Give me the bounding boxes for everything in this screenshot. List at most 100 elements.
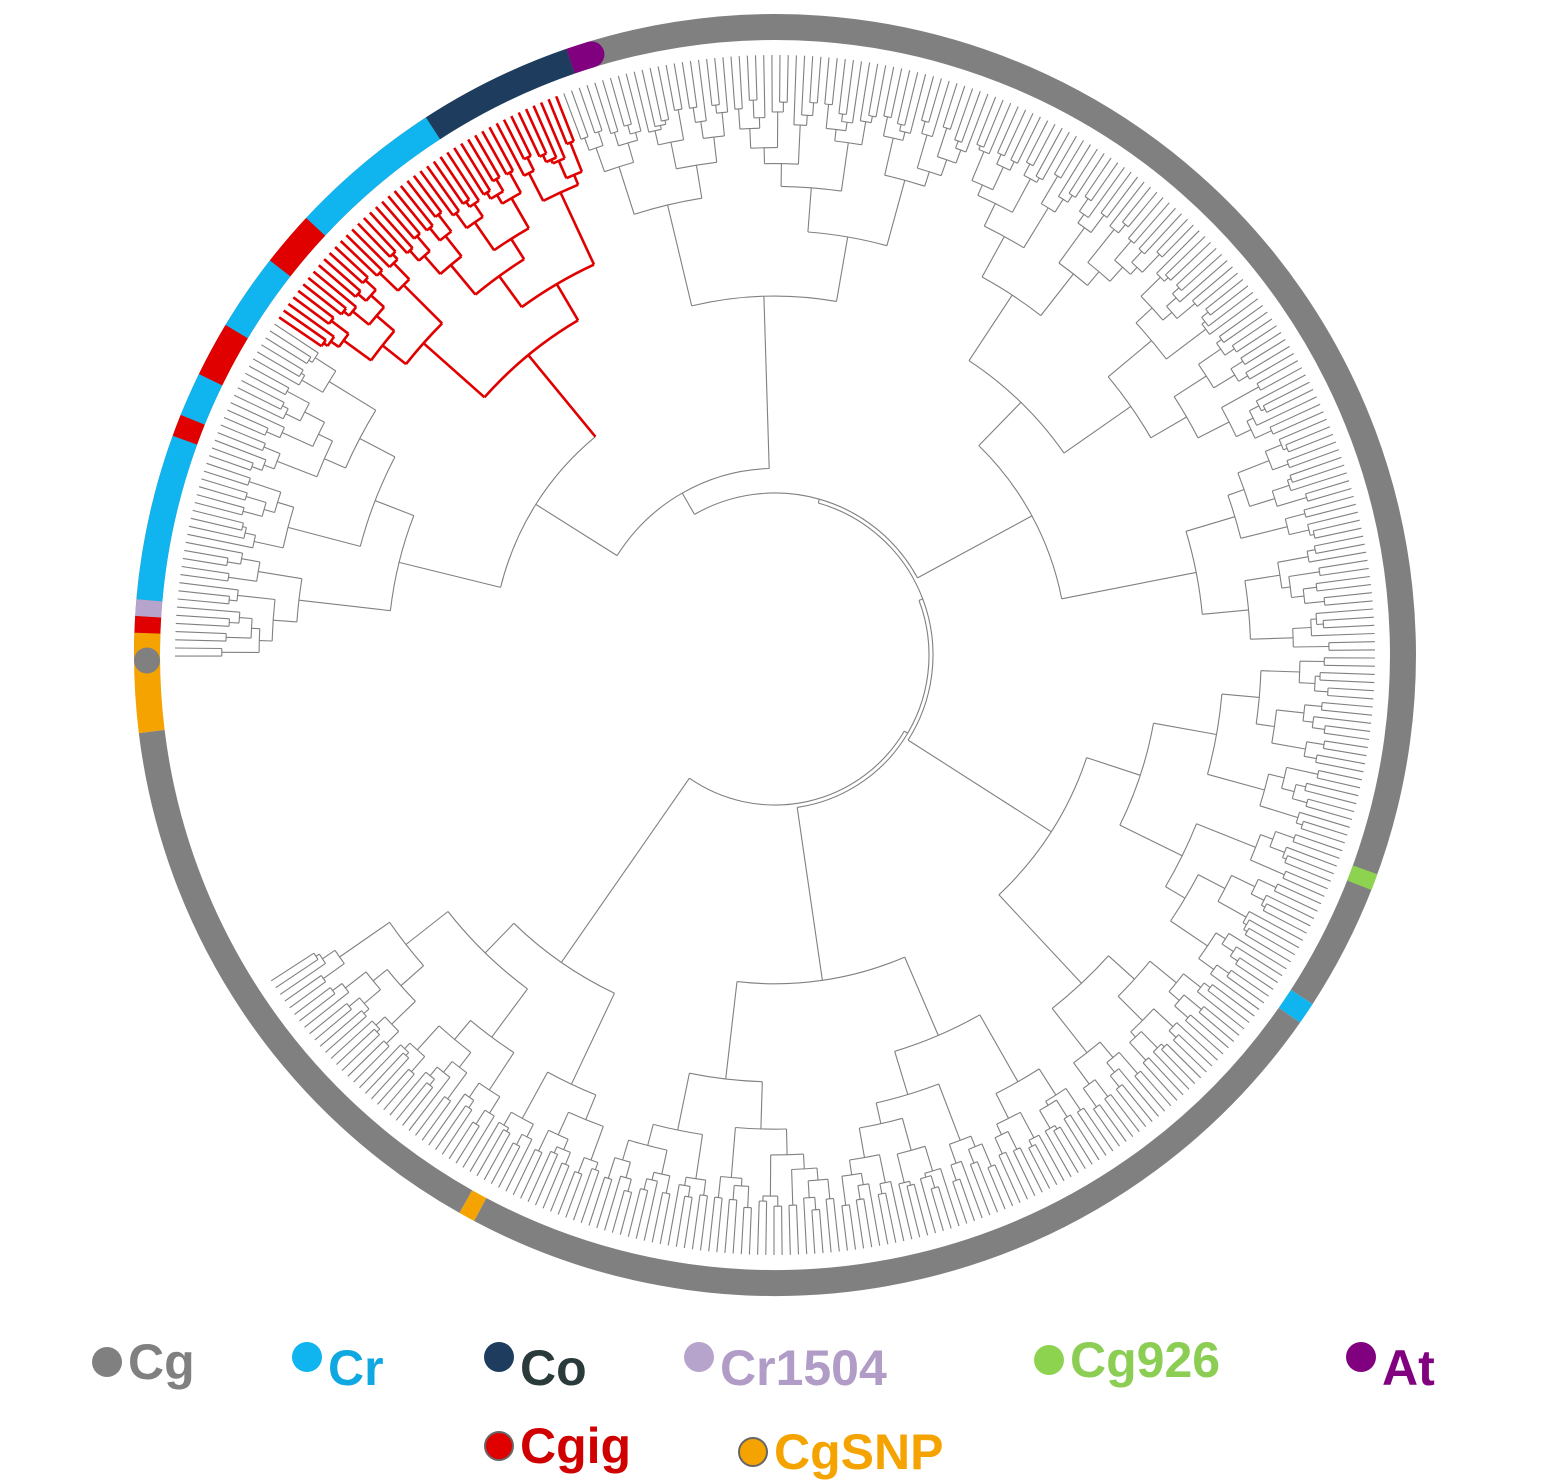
tree-branch xyxy=(1025,120,1049,163)
highlighted-branch xyxy=(342,339,372,362)
tree-branch xyxy=(735,1126,787,1130)
tree-branch xyxy=(716,1197,723,1253)
tree-branch xyxy=(1215,932,1226,940)
tree-branch xyxy=(294,987,331,1015)
tree-branch xyxy=(574,1170,583,1175)
tree-branch xyxy=(275,958,319,989)
tree-branch xyxy=(848,1204,857,1250)
tree-branch xyxy=(722,57,729,113)
tree-branch xyxy=(1203,1006,1240,1036)
tree-branch xyxy=(242,526,247,529)
tree-branch xyxy=(237,594,276,601)
tree-branch xyxy=(1266,894,1315,920)
highlighted-branch xyxy=(526,156,536,172)
tree-branch xyxy=(1176,247,1217,286)
tree-branch xyxy=(359,438,396,458)
tree-branch xyxy=(841,1205,848,1251)
tree-branch xyxy=(924,1173,927,1178)
tree-branch xyxy=(971,151,985,181)
tree-branch xyxy=(1019,1112,1035,1138)
tree-branch xyxy=(1165,886,1186,899)
tree-branch xyxy=(651,1172,655,1181)
tree-branch xyxy=(1110,1094,1140,1133)
tree-branch xyxy=(322,949,336,960)
tree-branch xyxy=(1313,519,1360,532)
tree-branch xyxy=(1061,571,1197,600)
tree-branch xyxy=(724,1199,730,1253)
tree-branch xyxy=(967,1149,975,1164)
tree-branch xyxy=(1153,722,1217,736)
tree-branch xyxy=(1003,109,1027,157)
tree-branch xyxy=(1179,260,1228,303)
tree-branch xyxy=(1221,386,1260,409)
tree-branch xyxy=(1063,1114,1071,1120)
tree-branch xyxy=(1017,116,1041,164)
highlighted-branch xyxy=(523,169,535,177)
tree-branch xyxy=(971,179,994,191)
highlighted-branch xyxy=(282,309,327,342)
tree-branch xyxy=(1032,124,1056,166)
tree-branch xyxy=(825,1199,832,1253)
tree-branch xyxy=(1173,1039,1207,1073)
tree-branch xyxy=(920,76,935,121)
tree-branch xyxy=(734,1184,749,1187)
tree-branch xyxy=(763,296,770,469)
highlighted-branch xyxy=(555,283,580,321)
tree-branch xyxy=(1272,484,1290,492)
highlighted-branch xyxy=(510,197,530,229)
tree-branch xyxy=(269,330,312,358)
tree-branch xyxy=(683,1197,693,1249)
highlighted-branch xyxy=(502,119,526,160)
highlighted-branch xyxy=(328,252,364,284)
tree-branch xyxy=(1245,372,1251,380)
tree-branch xyxy=(791,1167,818,1171)
tree-branch xyxy=(1240,526,1288,539)
highlighted-branch xyxy=(413,232,421,240)
tree-branch xyxy=(620,1175,632,1180)
tree-branch xyxy=(1166,1043,1202,1079)
tree-branch xyxy=(588,1177,606,1226)
tree-branch xyxy=(1268,773,1285,779)
tree-branch xyxy=(211,447,254,464)
tree-branch xyxy=(653,1171,670,1177)
tree-branch xyxy=(1114,240,1132,261)
tree-branch xyxy=(840,142,849,192)
ring-segment-cg xyxy=(138,729,473,1213)
tree-branch xyxy=(1217,875,1232,902)
tree-branch xyxy=(314,1008,352,1041)
tree-branch xyxy=(1295,834,1343,852)
tree-branch xyxy=(1307,487,1352,502)
tree-branch xyxy=(175,631,227,635)
tree-branch xyxy=(1269,403,1321,428)
tree-branch xyxy=(1197,874,1226,889)
highlighted-branch xyxy=(326,336,336,347)
highlighted-branch xyxy=(524,108,548,155)
tree-branch xyxy=(289,981,326,1009)
tree-branch xyxy=(1210,973,1260,1010)
tree-branch xyxy=(1156,251,1163,258)
highlighted-branch xyxy=(495,194,504,205)
tree-branch xyxy=(1228,932,1287,970)
tree-branch xyxy=(1231,874,1256,888)
tree-branch xyxy=(994,1131,1009,1139)
highlighted-clade-branches xyxy=(278,95,597,438)
tree-branch xyxy=(1130,1008,1155,1033)
highlighted-branch xyxy=(545,156,557,164)
tree-branch xyxy=(611,1190,625,1233)
tree-branch xyxy=(627,1179,632,1192)
highlighted-branch xyxy=(393,190,428,232)
tree-branch xyxy=(1118,1051,1139,1074)
tree-branch xyxy=(319,1010,362,1047)
tree-branch xyxy=(270,952,315,982)
tree-branch xyxy=(248,481,281,493)
tree-branch xyxy=(635,132,639,141)
tree-branch xyxy=(1051,1008,1088,1054)
tree-branch xyxy=(684,1195,693,1198)
tree-branch xyxy=(1265,444,1282,452)
ring-segment-cgsnp xyxy=(459,1190,487,1221)
tree-branch xyxy=(298,599,391,612)
tree-branch xyxy=(609,77,625,127)
tree-branch xyxy=(809,56,814,103)
tree-branch xyxy=(861,121,867,145)
tree-branch xyxy=(1271,709,1278,744)
